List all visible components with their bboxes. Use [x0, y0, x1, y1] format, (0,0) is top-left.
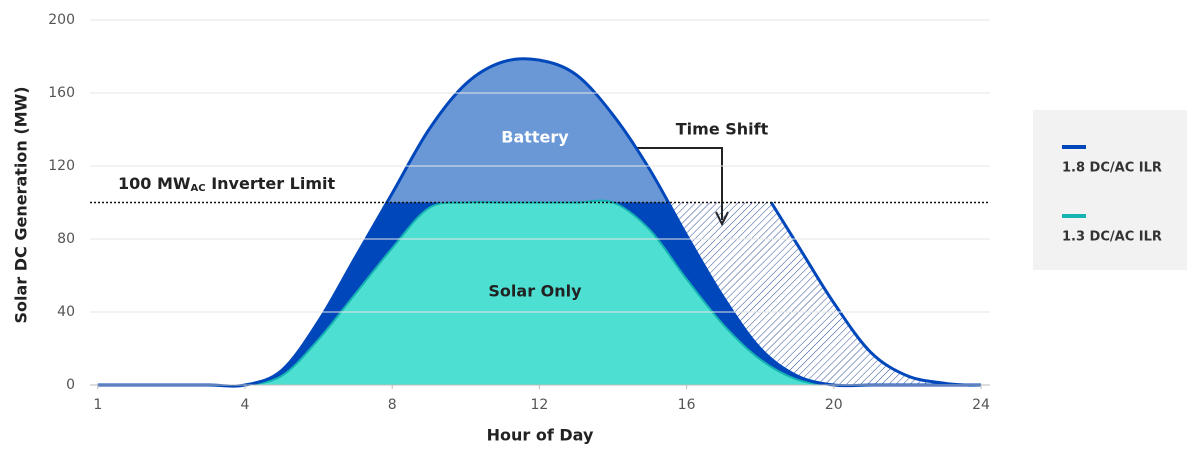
x-axis-label: Hour of Day [487, 426, 594, 445]
time-shift-area [668, 202, 981, 386]
limit-label-part: Inverter Limit [206, 174, 336, 193]
x-tick-label: 1 [93, 397, 102, 413]
y-tick-label: 160 [48, 85, 75, 101]
y-tick-label: 120 [48, 158, 75, 174]
y-tick-label: 80 [57, 231, 75, 247]
annotation: Time Shift [676, 120, 769, 139]
x-tick-label: 20 [825, 397, 843, 413]
limit-label-part: 100 MW [118, 174, 191, 193]
y-tick-label: 200 [48, 12, 75, 28]
legend-label: 1.8 DC/AC ILR [1062, 161, 1162, 176]
limit-label: 100 MWAC Inverter Limit [118, 174, 336, 195]
battery-area [386, 58, 669, 203]
y-tick-label: 0 [66, 377, 75, 393]
x-tick-label: 8 [388, 397, 397, 413]
y-tick-label: 40 [57, 304, 75, 320]
annotation: Solar Only [488, 282, 582, 301]
legend-box [1033, 110, 1187, 270]
annotation: Battery [501, 128, 569, 147]
x-tick-label: 24 [972, 397, 990, 413]
time-shift-arrow [620, 147, 723, 220]
x-tick-label: 4 [241, 397, 250, 413]
y-axis-label: Solar DC Generation (MW) [12, 86, 31, 323]
limit-label-part: AC [191, 183, 206, 194]
x-tick-label: 12 [530, 397, 548, 413]
plot [97, 57, 982, 388]
legend-label: 1.3 DC/AC ILR [1062, 230, 1162, 245]
x-tick-label: 16 [678, 397, 696, 413]
